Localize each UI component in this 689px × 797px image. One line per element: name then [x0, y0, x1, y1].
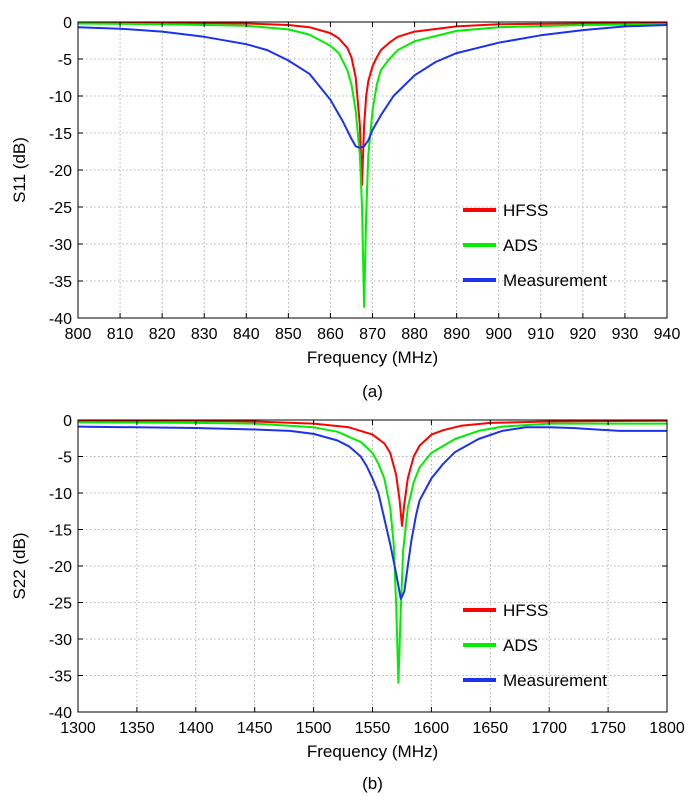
- x-tick-label: 1550: [355, 720, 391, 737]
- y-tick-label: -20: [49, 559, 72, 576]
- grid: [78, 420, 667, 712]
- legend-label-ads: ADS: [503, 636, 538, 655]
- y-tick-label: -25: [49, 596, 72, 613]
- panel-caption: (a): [362, 382, 383, 401]
- x-tick-label: 860: [317, 326, 344, 343]
- x-tick-label: 1350: [119, 720, 155, 737]
- x-tick-label: 940: [654, 326, 681, 343]
- x-tick-label: 1300: [60, 720, 96, 737]
- x-tick-label: 1600: [414, 720, 450, 737]
- y-tick-label: -5: [58, 52, 72, 69]
- x-tick-label: 1500: [296, 720, 332, 737]
- chart-panel-b: 1300 1350 1400 1450 1500 1550 1600 1650 1700 1750…: [10, 413, 685, 793]
- y-tick-label: -35: [49, 274, 72, 291]
- y-tick-label: -30: [49, 632, 72, 649]
- series-line-ads: [78, 421, 667, 684]
- legend-label-measurement: Measurement: [503, 671, 607, 690]
- y-tick-label: -15: [49, 523, 72, 540]
- x-tick-label: 870: [359, 326, 386, 343]
- x-tick-label: 920: [570, 326, 597, 343]
- y-tick-label: 0: [63, 15, 72, 32]
- y-tick-label: -30: [49, 237, 72, 254]
- x-tick-label: 810: [107, 326, 134, 343]
- x-tick-label: 1450: [237, 720, 273, 737]
- x-tick-label: 900: [485, 326, 512, 343]
- x-tick-label: 930: [612, 326, 639, 343]
- chart-panel-a: 800 810 820 830 840 850 860 870 880 890 900 910 920 9…: [10, 15, 680, 401]
- x-tick-label: 850: [275, 326, 302, 343]
- x-tick-label: 840: [233, 326, 260, 343]
- y-tick-label: -25: [49, 200, 72, 217]
- x-tick-label: 1650: [473, 720, 509, 737]
- x-axis-label: Frequency (MHz): [307, 348, 438, 367]
- y-tick-label: -10: [49, 89, 72, 106]
- x-tick-label: 820: [149, 326, 176, 343]
- x-tick-label: 890: [443, 326, 470, 343]
- legend-label-measurement: Measurement: [503, 271, 607, 290]
- x-tick-label: 880: [401, 326, 428, 343]
- x-tick-label: 800: [65, 326, 92, 343]
- y-axis-label: S22 (dB): [10, 532, 29, 599]
- y-tick-label: -10: [49, 486, 72, 503]
- legend: HFSS ADS Measurement: [463, 201, 607, 290]
- y-tick-label: -15: [49, 126, 72, 143]
- legend-label-ads: ADS: [503, 236, 538, 255]
- legend-label-hfss: HFSS: [503, 201, 548, 220]
- series-line-ads: [78, 22, 667, 308]
- x-axis-label: Frequency (MHz): [307, 742, 438, 761]
- series-line-hfss: [78, 22, 667, 186]
- y-tick-label: -40: [49, 705, 72, 722]
- x-tick-label: 1400: [178, 720, 214, 737]
- series-line-measurement: [78, 24, 667, 149]
- grid: [78, 22, 667, 318]
- y-tick-label: 0: [63, 413, 72, 430]
- y-tick-label: -35: [49, 669, 72, 686]
- panel-caption: (b): [362, 774, 383, 793]
- y-tick-label: -5: [58, 450, 72, 467]
- x-tick-label: 1700: [531, 720, 567, 737]
- x-tick-label: 1750: [590, 720, 626, 737]
- x-tick-label: 1800: [649, 720, 685, 737]
- y-tick-label: -40: [49, 311, 72, 328]
- series-line-measurement: [78, 425, 667, 600]
- y-axis-label: S11 (dB): [10, 137, 29, 203]
- legend-label-hfss: HFSS: [503, 601, 548, 620]
- legend: HFSS ADS Measurement: [463, 601, 607, 690]
- series-line-hfss: [78, 420, 667, 527]
- x-tick-label: 830: [191, 326, 218, 343]
- x-tick-label: 910: [527, 326, 554, 343]
- y-tick-label: -20: [49, 163, 72, 180]
